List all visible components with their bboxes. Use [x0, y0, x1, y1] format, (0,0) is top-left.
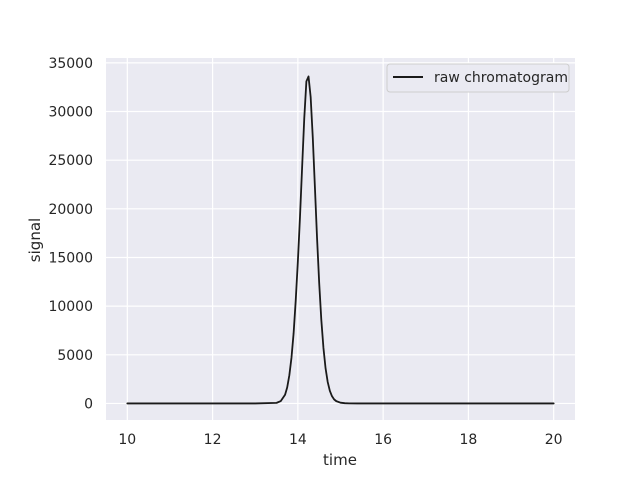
grid	[106, 58, 575, 420]
x-tick-label-5: 20	[545, 432, 563, 448]
x-tick-label-1: 12	[204, 432, 222, 448]
series-lines	[126, 75, 555, 405]
y-tick-label-4: 20000	[48, 202, 93, 218]
legend-label-raw-chromatogram: raw chromatogram	[434, 70, 568, 86]
series-line-0	[126, 75, 555, 405]
y-tick-label-7: 35000	[48, 56, 93, 72]
x-tick-label-4: 18	[459, 432, 477, 448]
y-tick-label-6: 30000	[48, 105, 93, 121]
y-tick-label-5: 25000	[48, 153, 93, 169]
y-tick-label-3: 15000	[48, 250, 93, 266]
x-tick-label-0: 10	[118, 432, 136, 448]
legend: raw chromatogram	[386, 63, 570, 93]
plot-area	[106, 58, 575, 420]
x-tick-label-2: 14	[289, 432, 307, 448]
x-tick-label-3: 16	[374, 432, 392, 448]
y-tick-label-1: 5000	[57, 348, 93, 364]
tick-labels: 10 12 14 16 18 20 0 5000 10000 15000 20000 25000 300…	[48, 56, 562, 448]
y-tick-label-0: 0	[84, 396, 93, 412]
legend-box	[386, 63, 570, 93]
x-axis-label: time	[323, 451, 357, 469]
y-axis-label: signal	[26, 218, 44, 262]
y-tick-label-2: 10000	[48, 299, 93, 315]
